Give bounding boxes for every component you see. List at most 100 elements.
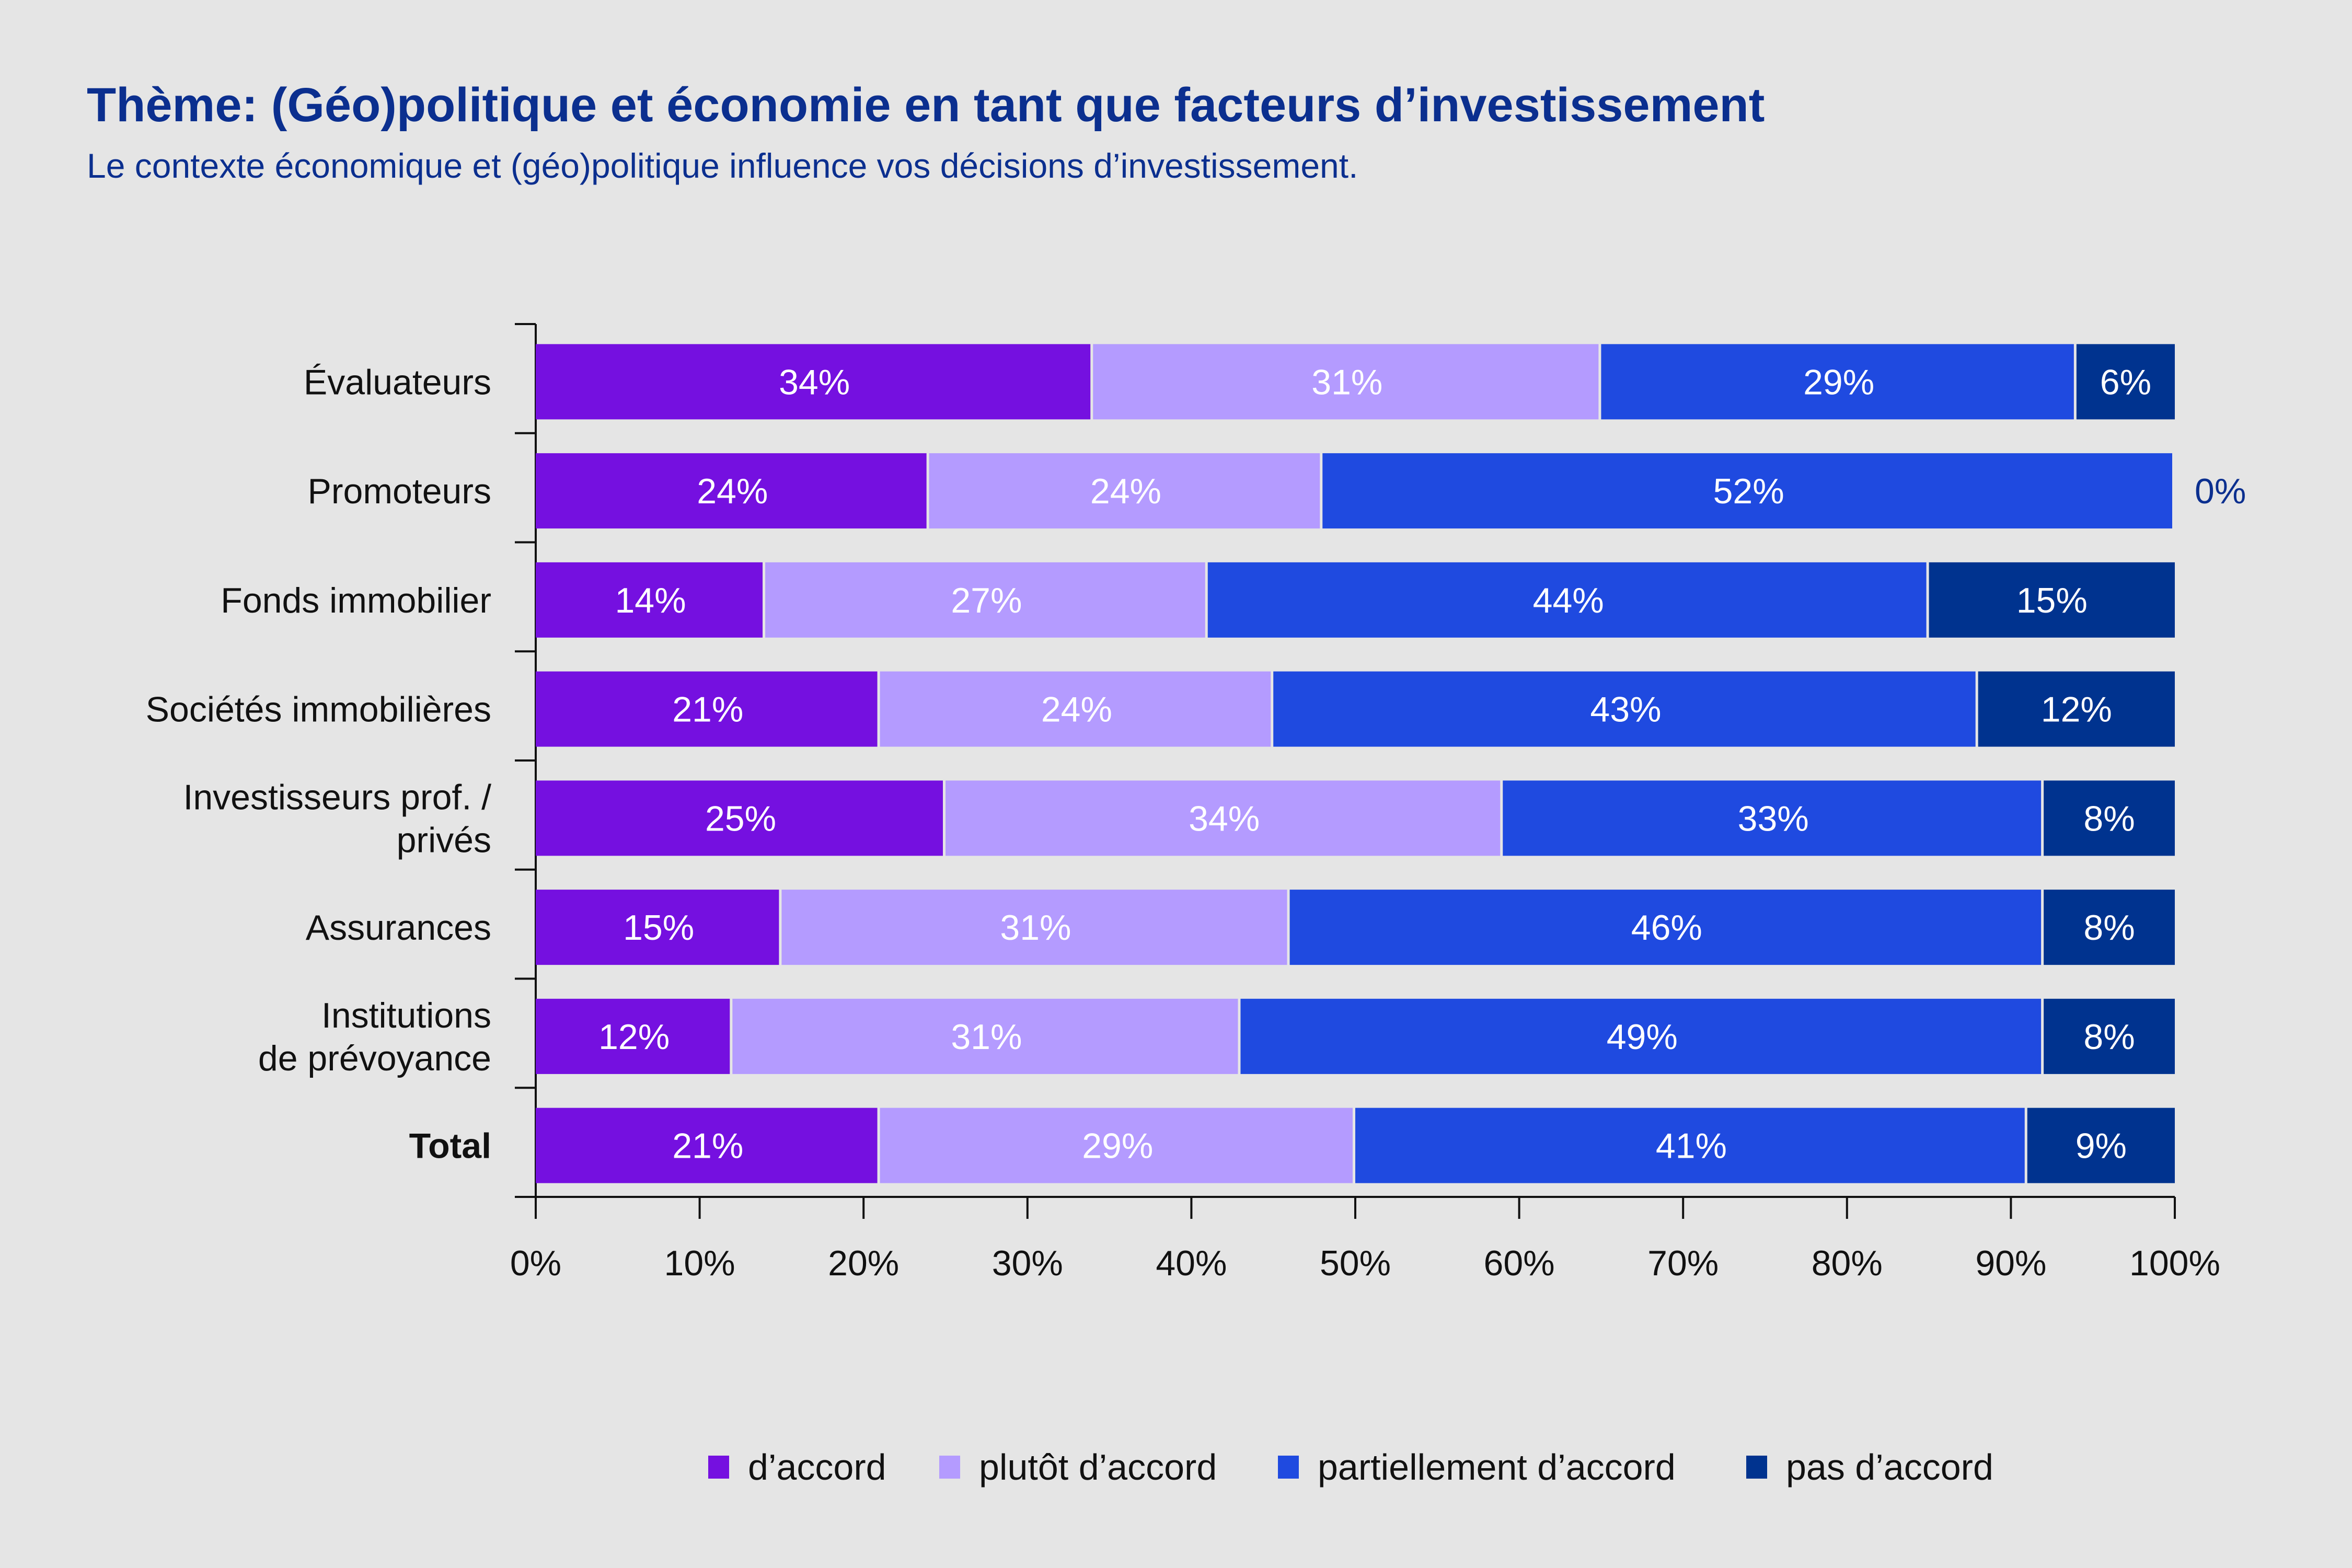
bar-segment <box>1240 998 2042 1074</box>
x-tick-label: 50% <box>1320 1243 1391 1283</box>
bar-segment <box>765 562 1205 638</box>
category-label-line: Assurances <box>306 908 491 948</box>
category-label: Fonds immobilier <box>221 581 491 620</box>
bar-segment <box>880 1108 1353 1183</box>
bar-segment <box>2044 780 2175 856</box>
chart-title: Thème: (Géo)politique et économie en tan… <box>87 78 1765 132</box>
category-label: Investisseurs prof. / privés <box>183 777 491 860</box>
data-label: 25% <box>705 799 776 838</box>
data-label: 6% <box>2100 362 2151 402</box>
x-tick-label: 0% <box>510 1243 561 1283</box>
bar-segment <box>1322 453 2172 529</box>
category-label-line: Promoteurs <box>308 471 491 511</box>
category-label: Évaluateurs <box>304 362 491 402</box>
x-tick-label: 90% <box>1975 1243 2046 1283</box>
bar-segment <box>1093 344 1599 420</box>
category-label: Sociétés immobilières <box>146 690 491 730</box>
bar-segment <box>2044 998 2175 1074</box>
legend-label: d’accord <box>748 1447 886 1488</box>
bar-segment <box>536 344 1091 420</box>
x-tick-label: 80% <box>1812 1243 1883 1283</box>
category-label: Assurances <box>306 908 491 948</box>
legend-label: plutôt d’accord <box>979 1447 1217 1488</box>
legend-label: pas d’accord <box>1786 1447 1993 1488</box>
data-label: 15% <box>623 908 694 948</box>
x-tick-label: 100% <box>2129 1243 2220 1283</box>
x-tick-label: 20% <box>828 1243 899 1283</box>
data-label: 31% <box>951 1017 1022 1057</box>
category-label-line: Évaluateurs <box>304 362 491 402</box>
legend-swatch <box>1278 1456 1299 1479</box>
category-label-line: Investisseurs prof. / <box>183 777 491 817</box>
data-label: 34% <box>779 362 850 402</box>
x-tick-label: 40% <box>1156 1243 1227 1283</box>
x-tick-label: 70% <box>1647 1243 1719 1283</box>
data-label: 24% <box>697 471 768 511</box>
data-label: 34% <box>1189 799 1260 838</box>
data-label: 27% <box>951 581 1022 620</box>
data-label: 41% <box>1656 1126 1727 1166</box>
bar-segment <box>1207 562 1927 638</box>
plot-area: 0% 10% 20% 30% 40% 50% 60% 70% 80% 90% 100% Évaluat… <box>146 323 2246 1283</box>
category-label-line: Fonds immobilier <box>221 581 491 620</box>
bar-segment <box>2044 890 2175 965</box>
category-label: Promoteurs <box>308 471 491 511</box>
data-label: 29% <box>1803 362 1874 402</box>
bar-segment <box>1929 562 2175 638</box>
data-label: 15% <box>2016 581 2088 620</box>
bar-segment <box>1503 780 2042 856</box>
bar-segment <box>1601 344 2074 420</box>
data-label: 12% <box>598 1017 670 1057</box>
chart-subtitle: Le contexte économique et (géo)politique… <box>87 146 1358 185</box>
data-label: 43% <box>1590 690 1661 730</box>
legend-swatch <box>708 1456 729 1479</box>
bar-segment <box>929 453 1320 529</box>
bar-segment <box>946 780 1501 856</box>
data-label: 24% <box>1090 471 1161 511</box>
bar-segment <box>781 890 1287 965</box>
data-label: 8% <box>2083 799 2135 838</box>
x-tick-label: 60% <box>1484 1243 1555 1283</box>
bar-segment <box>1289 890 2042 965</box>
data-label: 31% <box>1311 362 1382 402</box>
category-label: Institutions de prévoyance <box>258 996 491 1078</box>
bar-segment <box>880 671 1271 747</box>
data-label: 33% <box>1738 799 1809 838</box>
category-label-line: Sociétés immobilières <box>146 690 491 730</box>
data-label: 0% <box>2195 471 2246 511</box>
data-label: 9% <box>2076 1126 2127 1166</box>
data-label: 21% <box>672 690 743 730</box>
data-label: 49% <box>1607 1017 1678 1057</box>
data-label: 44% <box>1533 581 1604 620</box>
bar-segment <box>536 562 763 638</box>
bar-segment <box>536 671 878 747</box>
bar-segment <box>1978 671 2175 747</box>
bar-segment <box>1355 1108 2025 1183</box>
data-label: 24% <box>1041 690 1112 730</box>
category-label-line: privés <box>397 820 491 860</box>
data-label: 12% <box>2041 690 2112 730</box>
bar-segment <box>536 890 779 965</box>
bar-segment <box>1273 671 1976 747</box>
data-label: 46% <box>1631 908 1702 948</box>
bar-segment <box>2027 1108 2175 1183</box>
x-tick-label: 30% <box>992 1243 1063 1283</box>
data-label: 29% <box>1082 1126 1153 1166</box>
category-label-line: Total <box>409 1126 491 1166</box>
x-tick-label: 10% <box>664 1243 735 1283</box>
bar-segment <box>536 780 943 856</box>
bar-segment <box>536 453 927 529</box>
legend-swatch <box>939 1456 960 1479</box>
data-label: 21% <box>672 1126 743 1166</box>
data-label: 8% <box>2083 908 2135 948</box>
category-label: Total <box>409 1126 491 1166</box>
bar-segment <box>2076 344 2175 420</box>
category-label-line: Institutions <box>321 996 491 1035</box>
legend-label: partiellement d’accord <box>1318 1447 1676 1488</box>
data-label: 8% <box>2083 1017 2135 1057</box>
legend: d’accord plutôt d’accord partiellement d’a… <box>708 1447 1993 1488</box>
legend-swatch <box>1746 1456 1767 1479</box>
bar-segment <box>732 998 1238 1074</box>
data-label: 31% <box>1000 908 1071 948</box>
